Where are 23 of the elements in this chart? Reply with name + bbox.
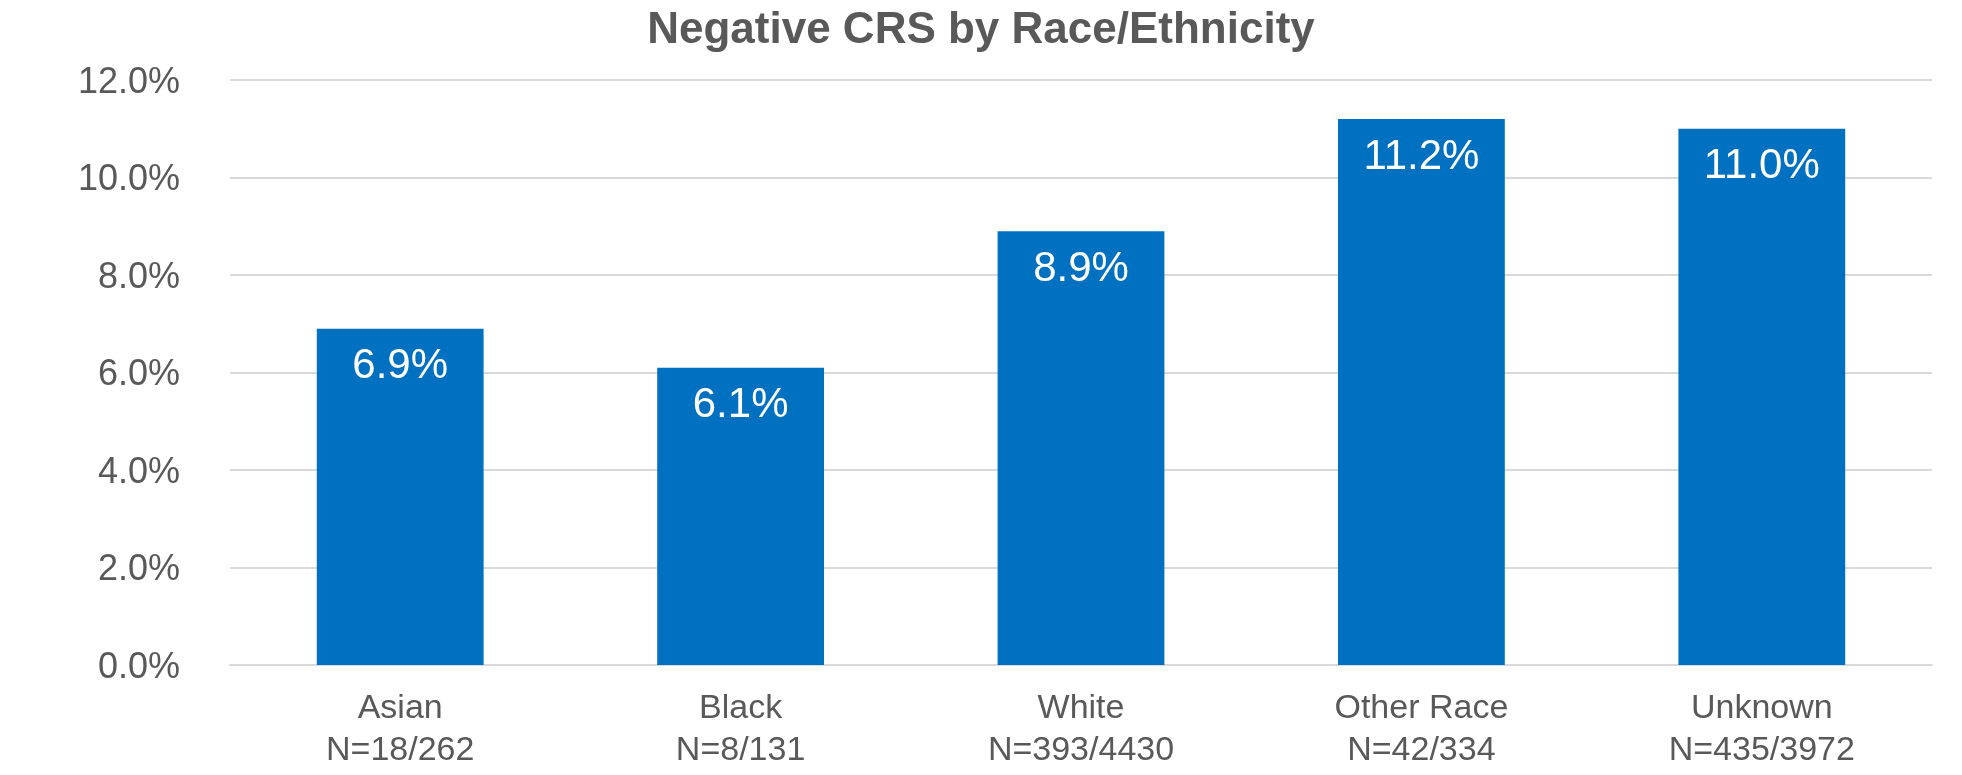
bar	[316, 328, 484, 665]
data-label: 8.9%	[1033, 242, 1129, 290]
y-tick-label: 6.0%	[97, 352, 180, 393]
x-tick-label: Black N=8/131	[675, 687, 806, 767]
bar	[1338, 119, 1505, 665]
data-label: 11.0%	[1703, 140, 1820, 188]
chart-title: Negative CRS by Race/Ethnicity	[647, 2, 1316, 52]
x-tick-label: White N=393/4430	[987, 687, 1175, 767]
bar	[1678, 128, 1846, 665]
y-tick-label: 8.0%	[97, 254, 180, 296]
y-tick-label: 12.0%	[77, 59, 180, 101]
data-label: 6.1%	[692, 379, 789, 427]
y-tick-label: 10.0%	[77, 157, 180, 198]
bar	[657, 367, 824, 665]
data-label: 11.2%	[1363, 130, 1480, 178]
y-tick-label: 4.0%	[97, 449, 180, 491]
bar	[997, 231, 1165, 665]
y-tick-label: 2.0%	[97, 547, 180, 588]
x-tick-label: Asian N=18/262	[326, 687, 475, 767]
y-tick-label: 0.0%	[97, 644, 180, 686]
data-label: 6.9%	[352, 340, 449, 388]
x-tick-label: Other Race N=42/334	[1334, 687, 1509, 767]
x-tick-label: Unknown N=435/3972	[1668, 687, 1855, 767]
